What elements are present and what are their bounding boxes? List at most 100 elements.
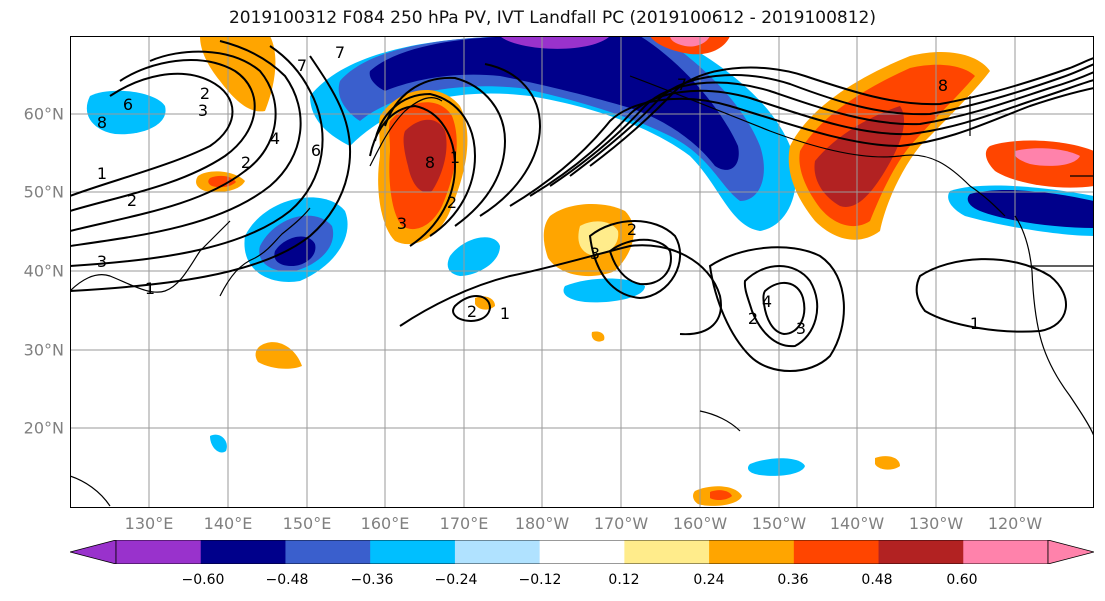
- lat-label: 40°N: [23, 261, 64, 281]
- pv-positive-region: [578, 221, 619, 256]
- contour-line: [384, 76, 507, 227]
- contour-line: [479, 63, 542, 217]
- lon-label: 150°W: [751, 514, 807, 533]
- pv-contours: [70, 40, 1094, 372]
- lon-label: 160°E: [360, 514, 410, 533]
- colorbar-swatch: [539, 540, 625, 564]
- pv-positive-region: [208, 175, 236, 188]
- asia-coastline: [70, 220, 231, 293]
- philippines-coastline: [70, 475, 111, 507]
- pv-negative-region: [86, 90, 166, 135]
- contour-line: [70, 50, 277, 232]
- lat-label: 30°N: [23, 340, 64, 360]
- contour-label: 2: [748, 309, 758, 328]
- contour-line: [549, 71, 1094, 187]
- gridlines: [70, 36, 1094, 508]
- map-panel[interactable]: 2 3 6 8 7 1 2 3 1 2 4 6 7 8 1 2 3 1 2 2 …: [70, 36, 1094, 508]
- colorbar-swatch: [200, 540, 286, 564]
- contour-line: [589, 57, 1094, 167]
- contour-label: 8: [938, 76, 948, 95]
- contour-line: [608, 238, 672, 286]
- colorbar-boxes: [115, 540, 1049, 564]
- colorbar-tick-label: 0.60: [946, 572, 978, 588]
- lon-label: 170°E: [439, 514, 489, 533]
- colorbar-tick-label: −0.24: [434, 572, 478, 588]
- pv-negative-region: [500, 36, 610, 49]
- map-canvas: 2 3 6 8 7 1 2 3 1 2 4 6 7 8 1 2 3 1 2 2 …: [70, 36, 1094, 508]
- contour-label: 8: [97, 113, 107, 132]
- colorbar-tick-label: 0.48: [861, 572, 893, 588]
- contour-label: 3: [590, 244, 600, 263]
- contour-label: 2: [200, 84, 210, 103]
- colorbar-tick-label: −0.36: [350, 572, 394, 588]
- colorbar-swatch: [370, 540, 456, 564]
- pv-negative-region: [274, 236, 316, 266]
- contour-line: [399, 244, 722, 336]
- japan-coastline: [219, 207, 311, 297]
- lon-label: 120°W: [987, 514, 1043, 533]
- lon-label: 180°W: [514, 514, 570, 533]
- contour-labels: 2 3 6 8 7 1 2 3 1 2 4 6 7 8 1 2 3 1 2 2 …: [97, 43, 980, 338]
- pv-positive-region: [875, 456, 900, 470]
- lon-label: 140°E: [203, 514, 253, 533]
- pv-negative-region: [369, 36, 739, 170]
- pv-positive-region: [710, 490, 732, 501]
- colorbar-swatch: [878, 540, 964, 564]
- contour-label: 1: [145, 279, 155, 298]
- pv-positive-region: [403, 119, 447, 193]
- colorbar-tick-label: 0.12: [608, 572, 640, 588]
- pv-positive-region: [1014, 148, 1080, 166]
- lon-label: 140°W: [829, 514, 885, 533]
- contour-label: 3: [97, 252, 107, 271]
- lon-label: 130°W: [908, 514, 964, 533]
- colorbar-tick-label: −0.60: [181, 572, 225, 588]
- colorbar-swatch: [793, 540, 880, 564]
- pv-negative-region: [967, 190, 1094, 228]
- colorbar-swatch: [116, 540, 202, 564]
- colorbar-extend-high: [1047, 540, 1094, 564]
- colorbar-tick-label: 0.36: [777, 572, 809, 588]
- contour-line: [743, 265, 819, 348]
- pv-shading: [86, 36, 1094, 506]
- contour-line: [70, 59, 256, 212]
- pv-negative-region: [563, 278, 645, 303]
- colorbar-tick-label: −0.12: [518, 572, 562, 588]
- contour-label: 1: [450, 148, 460, 167]
- lon-label: 160°W: [672, 514, 728, 533]
- lon-label: 170°W: [593, 514, 649, 533]
- contour-line: [588, 220, 681, 300]
- coastlines: [70, 75, 1094, 507]
- pv-negative-region: [210, 434, 227, 453]
- lat-label: 50°N: [23, 182, 64, 202]
- colorbar-extend-low: [70, 540, 117, 564]
- contour-line: [708, 246, 845, 372]
- contour-label: 3: [796, 319, 806, 338]
- contour-label: 6: [311, 141, 321, 160]
- lon-label: 150°E: [282, 514, 332, 533]
- contour-label: 6: [123, 95, 133, 114]
- contour-label: 8: [425, 153, 435, 172]
- colorbar-swatch: [963, 540, 1049, 564]
- contour-label: 1: [500, 304, 510, 323]
- lon-label: 130°E: [124, 514, 174, 533]
- contour-label: 3: [198, 101, 208, 120]
- contour-line: [70, 55, 351, 292]
- contour-label: 2: [467, 302, 477, 321]
- contour-label: 7: [677, 75, 687, 94]
- contour-label: 7: [297, 56, 307, 75]
- pv-negative-region: [747, 458, 805, 476]
- colorbar-tick-label: 0.24: [693, 572, 725, 588]
- pv-positive-region: [255, 342, 302, 369]
- contour-label: 3: [397, 214, 407, 233]
- contour-label: 1: [97, 164, 107, 183]
- contour-line: [569, 63, 1094, 177]
- colorbar: [70, 540, 1094, 564]
- contour-line: [452, 295, 492, 322]
- contour-line: [529, 79, 1094, 197]
- contour-label: 2: [127, 191, 137, 210]
- colorbar-tick-label: −0.48: [265, 572, 309, 588]
- contour-label: 4: [762, 292, 772, 311]
- na-coastline: [1014, 215, 1094, 437]
- colorbar-swatch: [454, 540, 541, 564]
- contour-line: [70, 72, 234, 197]
